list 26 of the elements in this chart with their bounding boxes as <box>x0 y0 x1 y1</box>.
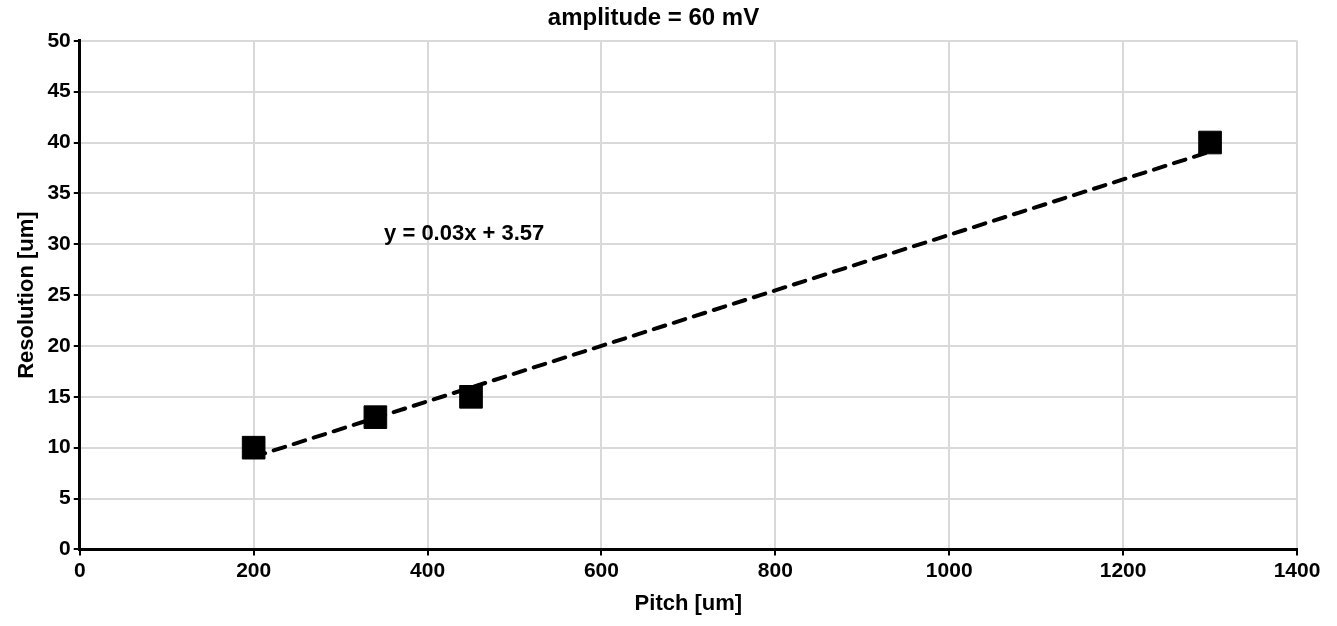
y-axis-title: Resolution [um] <box>13 211 39 379</box>
y-tick-label: 0 <box>59 536 71 560</box>
x-tick-label: 200 <box>236 557 272 581</box>
point <box>241 435 266 460</box>
y-tick-label: 50 <box>47 27 71 51</box>
y-tick-label: 5 <box>59 485 72 509</box>
y-tick-label: 15 <box>47 383 72 407</box>
x-tick-label: 1000 <box>925 557 973 581</box>
chart-title: amplitude = 60 mV <box>547 3 760 31</box>
y-tick-label: 25 <box>47 281 72 305</box>
point <box>459 385 483 409</box>
annotation: y = 0.03x + 3.57 <box>384 220 545 246</box>
y-tick-label: 40 <box>47 129 71 153</box>
x-tick-label: 1400 <box>1273 557 1321 581</box>
point <box>1198 130 1222 155</box>
x-tick-label: 800 <box>757 557 793 581</box>
point <box>363 405 388 429</box>
y-tick-label: 35 <box>47 180 72 204</box>
x-tick-label: 1200 <box>1099 557 1147 581</box>
y-tick-label: 20 <box>47 332 71 356</box>
y-tick-label: 30 <box>47 231 71 255</box>
x-axis-title: Pitch [um] <box>634 589 743 615</box>
x-tick-label: 400 <box>410 557 446 581</box>
y-tick-label: 45 <box>47 78 72 102</box>
y-tick-label: 10 <box>47 434 71 458</box>
x-tick-label: 600 <box>583 557 619 581</box>
